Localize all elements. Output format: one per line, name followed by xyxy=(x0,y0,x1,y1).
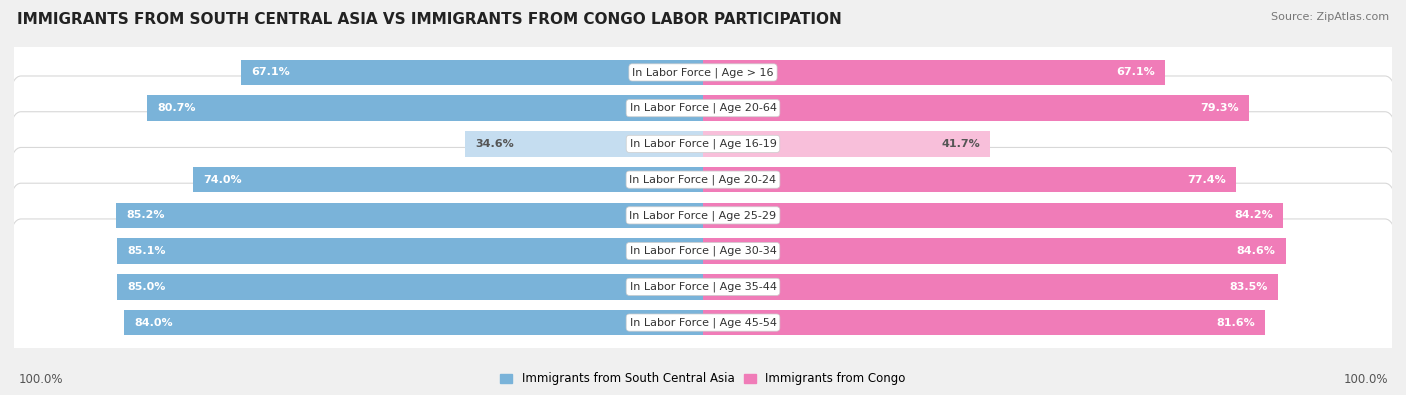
Bar xyxy=(703,167,1236,192)
Text: 67.1%: 67.1% xyxy=(252,68,290,77)
Text: 85.1%: 85.1% xyxy=(127,246,166,256)
Text: 41.7%: 41.7% xyxy=(941,139,980,149)
Text: In Labor Force | Age > 16: In Labor Force | Age > 16 xyxy=(633,67,773,78)
Bar xyxy=(124,310,703,335)
Text: In Labor Force | Age 35-44: In Labor Force | Age 35-44 xyxy=(630,282,776,292)
Bar xyxy=(117,203,703,228)
Text: 80.7%: 80.7% xyxy=(157,103,195,113)
Text: 79.3%: 79.3% xyxy=(1201,103,1239,113)
Text: 77.4%: 77.4% xyxy=(1187,175,1226,184)
Bar xyxy=(703,95,1250,121)
FancyBboxPatch shape xyxy=(4,147,1402,355)
Bar xyxy=(464,131,703,157)
Text: 84.0%: 84.0% xyxy=(135,318,173,327)
Bar xyxy=(703,274,1278,300)
FancyBboxPatch shape xyxy=(4,0,1402,176)
Text: In Labor Force | Age 45-54: In Labor Force | Age 45-54 xyxy=(630,317,776,328)
Bar xyxy=(703,203,1284,228)
Text: In Labor Force | Age 20-64: In Labor Force | Age 20-64 xyxy=(630,103,776,113)
Text: In Labor Force | Age 25-29: In Labor Force | Age 25-29 xyxy=(630,210,776,221)
Text: 74.0%: 74.0% xyxy=(204,175,242,184)
Legend: Immigrants from South Central Asia, Immigrants from Congo: Immigrants from South Central Asia, Immi… xyxy=(501,372,905,385)
Bar xyxy=(240,60,703,85)
Bar xyxy=(118,274,703,300)
Text: IMMIGRANTS FROM SOUTH CENTRAL ASIA VS IMMIGRANTS FROM CONGO LABOR PARTICIPATION: IMMIGRANTS FROM SOUTH CENTRAL ASIA VS IM… xyxy=(17,12,842,27)
Text: In Labor Force | Age 16-19: In Labor Force | Age 16-19 xyxy=(630,139,776,149)
Text: 100.0%: 100.0% xyxy=(1343,373,1388,386)
FancyBboxPatch shape xyxy=(4,112,1402,319)
Bar xyxy=(193,167,703,192)
Text: 100.0%: 100.0% xyxy=(18,373,63,386)
Text: 84.2%: 84.2% xyxy=(1234,211,1272,220)
FancyBboxPatch shape xyxy=(4,183,1402,391)
Bar xyxy=(148,95,703,121)
Bar xyxy=(703,238,1286,264)
Text: 81.6%: 81.6% xyxy=(1216,318,1254,327)
FancyBboxPatch shape xyxy=(4,4,1402,212)
FancyBboxPatch shape xyxy=(4,76,1402,283)
Text: Source: ZipAtlas.com: Source: ZipAtlas.com xyxy=(1271,12,1389,22)
Text: In Labor Force | Age 30-34: In Labor Force | Age 30-34 xyxy=(630,246,776,256)
FancyBboxPatch shape xyxy=(4,40,1402,248)
Bar xyxy=(703,131,990,157)
Text: 84.6%: 84.6% xyxy=(1237,246,1275,256)
Text: 83.5%: 83.5% xyxy=(1230,282,1268,292)
Bar xyxy=(703,60,1166,85)
Bar xyxy=(703,310,1265,335)
FancyBboxPatch shape xyxy=(4,219,1402,395)
Text: In Labor Force | Age 20-24: In Labor Force | Age 20-24 xyxy=(630,174,776,185)
Text: 67.1%: 67.1% xyxy=(1116,68,1154,77)
Text: 34.6%: 34.6% xyxy=(475,139,513,149)
Text: 85.0%: 85.0% xyxy=(128,282,166,292)
Bar xyxy=(117,238,703,264)
Text: 85.2%: 85.2% xyxy=(127,211,165,220)
